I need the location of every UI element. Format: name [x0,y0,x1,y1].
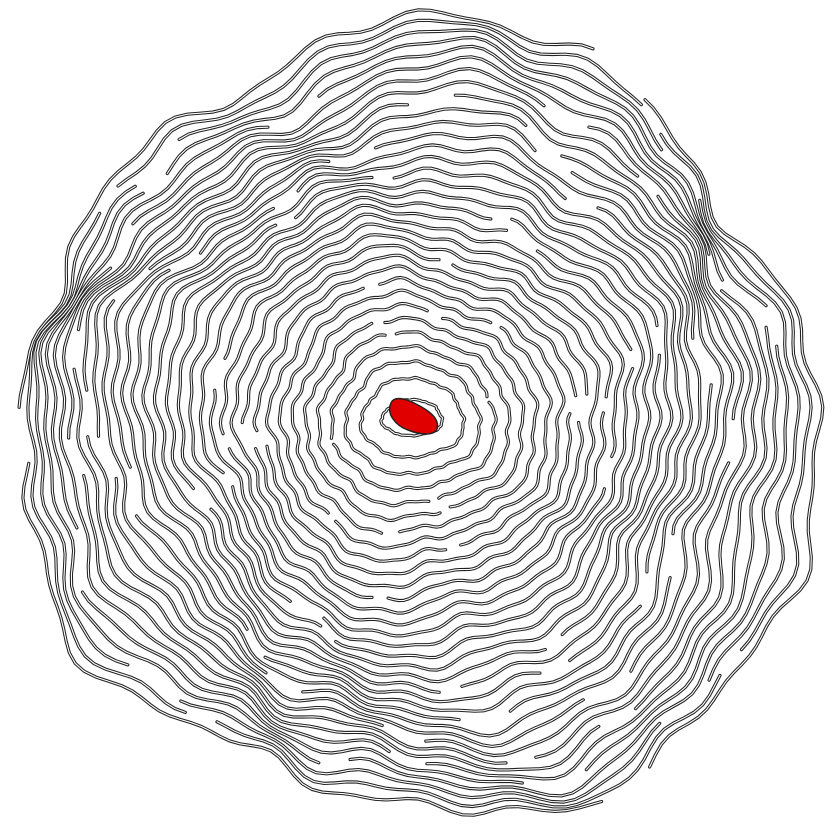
contour-line-highlight [87,436,383,727]
contour-line-highlight [535,195,752,758]
contour-line-highlight [83,104,408,391]
contour-line-highlight [18,9,594,408]
contour-line-highlight [77,81,639,331]
contour-line-highlight [27,212,186,713]
contour-line-highlight [165,190,658,490]
contour-line [72,367,508,765]
contour-line-highlight [303,322,441,522]
contour-line-highlight [425,462,730,757]
contour-line-highlight [253,265,577,432]
contour-line-highlight [216,674,721,808]
contour-line-highlight [189,204,508,602]
contour-line-highlight [393,167,683,687]
contour-line-highlight [335,326,552,549]
contour-line-highlight [131,207,541,703]
contour-line-highlight [399,317,539,533]
contour-line [38,191,321,765]
contour-line-highlight [395,331,511,499]
contour-line-highlight [454,94,743,420]
contour-line-highlight [22,462,603,816]
contour-line-highlight [333,401,497,491]
contour-line-highlight [230,244,440,599]
contour-line-highlight [379,276,565,546]
contour-line-highlight [335,218,653,659]
contour-line-highlight [344,360,482,475]
contour-line-highlight [63,68,545,439]
contour-line-highlight [199,144,566,254]
contour-line-highlight [228,412,606,614]
contour-line-highlight [264,605,641,712]
contour-line-highlight [241,254,588,424]
contour-line-highlight [81,591,523,784]
contour-line-highlight [199,213,632,474]
contour-line-highlight [349,345,789,797]
contour-line-highlight [588,126,761,710]
contour-line-highlight [266,413,571,575]
contour-line-highlight [39,192,320,764]
contour-line-highlight [323,250,644,647]
contour-line-highlight [295,179,673,636]
contour-line-highlight [102,300,267,674]
contour-line-highlight [699,199,800,681]
contour-line-highlight [83,475,600,771]
contour-line-highlight [117,19,642,187]
contour-line-highlight [561,155,734,672]
contour-line-highlight [73,368,507,764]
contour-line-highlight [255,421,583,588]
contour-line-highlight [53,267,390,753]
contour-lines [17,8,825,817]
contour-line-highlight [302,577,671,737]
contour-line-highlight [384,316,525,508]
contour-line-highlight [178,29,663,151]
contour-line [265,412,572,576]
contour-line-highlight [111,160,330,468]
contour-line-highlight [597,207,701,573]
contour-line-highlight [644,99,824,768]
contour-line-highlight [180,700,661,803]
contour-line-highlight [387,264,600,602]
contour-line-highlight [291,302,428,534]
contour-line-highlight [316,334,430,507]
contour-line-highlight [210,354,662,671]
contour-line-highlight [121,269,248,630]
contour-line-highlight [45,126,269,529]
contour-line-highlight [34,185,136,666]
contour-line-highlight [330,345,488,439]
contour-line-highlight [149,120,536,270]
contour-line-highlight [153,224,546,683]
contour-line-highlight [93,108,527,437]
contour-line-highlight [132,56,710,255]
contour-line-highlight [318,45,723,281]
contour-line-highlight [209,389,605,626]
contour-line-highlight [219,234,613,435]
contour-line-highlight [232,368,634,637]
contour-line-highlight [177,196,492,627]
contour-line-highlight [166,37,767,307]
contour-line-highlight [265,287,447,562]
summit-marker [389,397,439,435]
contour-line-highlight [359,376,466,459]
contour-line-highlight [375,133,695,339]
contour-line [209,353,663,672]
contour-line-highlight [571,172,723,535]
contour-line-highlight [297,155,692,662]
contour-line-highlight [509,384,712,712]
contour-line-highlight [142,176,440,693]
contour-line-highlight [426,290,769,780]
contour-line-highlight [224,223,624,457]
contour-line-highlight [660,133,812,651]
contour-line-highlight [585,326,778,771]
contour-line-highlight [278,289,492,514]
contour-line-highlight [135,515,460,721]
contour-line-highlight [114,477,584,747]
